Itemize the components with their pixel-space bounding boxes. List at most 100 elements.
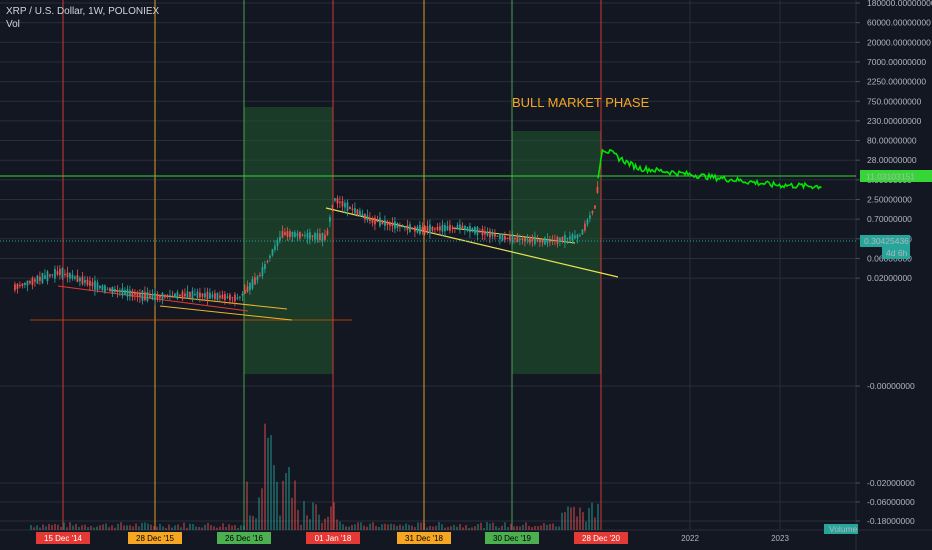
volume-bar xyxy=(186,527,188,530)
price-tick-label: 230.00000000 xyxy=(867,116,922,126)
candle-body xyxy=(389,222,391,226)
volume-bar xyxy=(366,526,368,530)
volume-bar xyxy=(258,497,260,530)
volume-bar xyxy=(462,527,464,530)
volume-bar xyxy=(33,527,35,530)
volume-bar xyxy=(342,524,344,530)
volume-bar xyxy=(354,524,356,530)
volume-bar xyxy=(516,526,518,530)
candle-body xyxy=(254,277,256,285)
volume-bar xyxy=(117,523,119,530)
candle-body xyxy=(546,239,549,244)
candle-body xyxy=(326,230,329,235)
price-tick-label: 750.00000000 xyxy=(867,96,922,106)
candle-body xyxy=(66,272,69,278)
volume-bar xyxy=(594,517,596,530)
volume-bar xyxy=(51,525,53,530)
symbol-title[interactable]: XRP / U.S. Dollar, 1W, POLONIEX xyxy=(6,6,160,17)
volume-bar xyxy=(522,524,524,530)
candle-body xyxy=(271,249,274,256)
volume-bar xyxy=(390,523,392,530)
volume-bar xyxy=(531,527,533,530)
volume-bar xyxy=(357,522,359,530)
volume-bar xyxy=(303,501,305,530)
volume-bar xyxy=(573,506,575,530)
candle-body xyxy=(416,226,419,233)
time-axis[interactable]: 15 Dec '14 28 Dec '15 26 Dec '16 01 Jan '18… xyxy=(36,532,789,544)
candle-body xyxy=(296,233,299,237)
price-tick-label: 0.70000000 xyxy=(867,214,912,224)
candle-body xyxy=(76,275,79,283)
volume-bar xyxy=(513,526,515,530)
candle-body xyxy=(26,280,29,286)
candle-body xyxy=(256,276,259,280)
candle-body xyxy=(166,294,169,297)
volume-bar xyxy=(525,522,527,530)
date-label-bg xyxy=(485,532,539,544)
candle-body xyxy=(79,277,81,282)
volume-bar xyxy=(75,523,77,530)
date-label: 2022 xyxy=(681,534,699,543)
candle-body xyxy=(71,274,74,279)
candle-body xyxy=(431,226,434,231)
candle-body xyxy=(101,285,104,291)
volume-bar xyxy=(54,523,56,530)
candle-body xyxy=(529,237,531,243)
candle-body xyxy=(506,237,509,239)
volume-bar xyxy=(66,527,68,530)
volume-bar xyxy=(570,507,572,530)
volume-bar xyxy=(45,526,47,530)
volume-indicator-label[interactable]: Vol xyxy=(6,19,20,30)
candle-body xyxy=(519,238,521,240)
date-label: 31 Dec '18 xyxy=(405,534,444,543)
candle-body xyxy=(114,289,116,293)
volume-bar xyxy=(270,435,272,530)
volume-bar xyxy=(81,525,83,530)
volume-bar xyxy=(510,523,512,530)
candle-body xyxy=(206,291,209,300)
candle-body xyxy=(241,293,244,296)
volume-bar xyxy=(177,524,179,530)
volume-bar xyxy=(135,523,137,530)
volume-bar xyxy=(192,524,194,530)
candle-body xyxy=(269,255,271,258)
volume-bar xyxy=(411,525,413,530)
volume-bar xyxy=(141,522,143,530)
candle-body xyxy=(111,286,114,294)
date-label-bg xyxy=(217,532,271,544)
candle-body xyxy=(556,236,559,244)
volume-bar xyxy=(93,527,95,530)
countdown-label: 4d 6h xyxy=(886,248,908,258)
volume-bar xyxy=(156,526,158,530)
candle-body xyxy=(191,290,194,299)
volume-bar xyxy=(351,525,353,530)
candle-body xyxy=(226,296,229,298)
price-tick-label: -0.18000000 xyxy=(867,516,915,526)
candle-body xyxy=(109,288,111,292)
volume-bar xyxy=(369,523,371,530)
volume-bar xyxy=(273,465,275,530)
candle-body xyxy=(391,222,394,227)
candle-body xyxy=(216,293,219,300)
volume-bar xyxy=(483,527,485,530)
candle-body xyxy=(574,235,576,239)
candle-body xyxy=(486,231,489,236)
candle-body xyxy=(449,224,451,231)
candle-body xyxy=(481,229,484,236)
candle-body xyxy=(536,239,539,242)
volume-bar xyxy=(69,522,71,530)
candle-body xyxy=(566,237,569,239)
volume-bar xyxy=(249,515,251,530)
volume-bar xyxy=(102,524,104,530)
candle-body xyxy=(156,293,159,299)
candle-body xyxy=(586,219,589,225)
candle-body xyxy=(196,291,199,298)
volume-bar xyxy=(564,512,566,530)
price-axis[interactable]: 180000.00000000 60000.00000000 20000.00000… xyxy=(824,0,932,534)
volume-bar xyxy=(111,525,113,530)
candle-body xyxy=(411,227,414,230)
volume-bar xyxy=(183,522,185,530)
volume-bar xyxy=(306,515,308,530)
date-label: 15 Dec '14 xyxy=(44,534,83,543)
